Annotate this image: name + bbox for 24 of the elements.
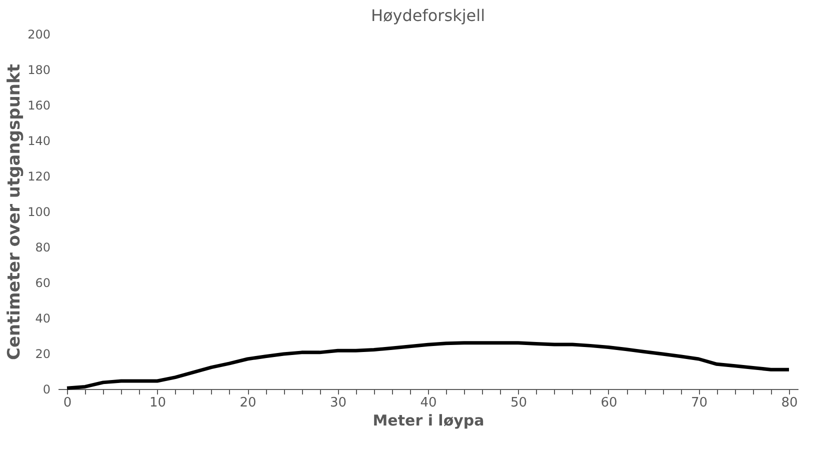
y-tick-label: 140 bbox=[28, 134, 50, 148]
x-tick-label: 30 bbox=[330, 396, 347, 410]
x-tick-label: 0 bbox=[63, 396, 72, 410]
chart-title: Høydeforskjell bbox=[370, 6, 486, 25]
y-axis-title: Centimeter over utgangspunkt bbox=[4, 64, 25, 360]
x-tick-label: 70 bbox=[690, 396, 708, 410]
x-tick-label: 50 bbox=[510, 396, 528, 410]
x-axis-title: Meter i løypa bbox=[372, 412, 484, 430]
x-tick-label: 80 bbox=[781, 396, 798, 410]
x-tick-label: 20 bbox=[240, 396, 256, 410]
y-tick-label: 180 bbox=[28, 63, 50, 77]
y-tick-label: 200 bbox=[28, 28, 50, 42]
y-tick-label: 80 bbox=[35, 240, 50, 254]
y-tick-label: 100 bbox=[28, 205, 50, 219]
y-tick-label: 40 bbox=[35, 312, 50, 326]
x-tick-label: 40 bbox=[420, 396, 437, 410]
y-tick-label: 120 bbox=[28, 170, 50, 184]
y-tick-label: 0 bbox=[42, 382, 50, 396]
x-tick-label: 10 bbox=[149, 396, 166, 410]
y-tick-label: 160 bbox=[28, 98, 50, 112]
y-tick-label: 60 bbox=[35, 276, 50, 290]
x-tick-label: 60 bbox=[600, 396, 618, 410]
line-series bbox=[65, 341, 791, 390]
y-tick-label: 20 bbox=[35, 347, 50, 361]
